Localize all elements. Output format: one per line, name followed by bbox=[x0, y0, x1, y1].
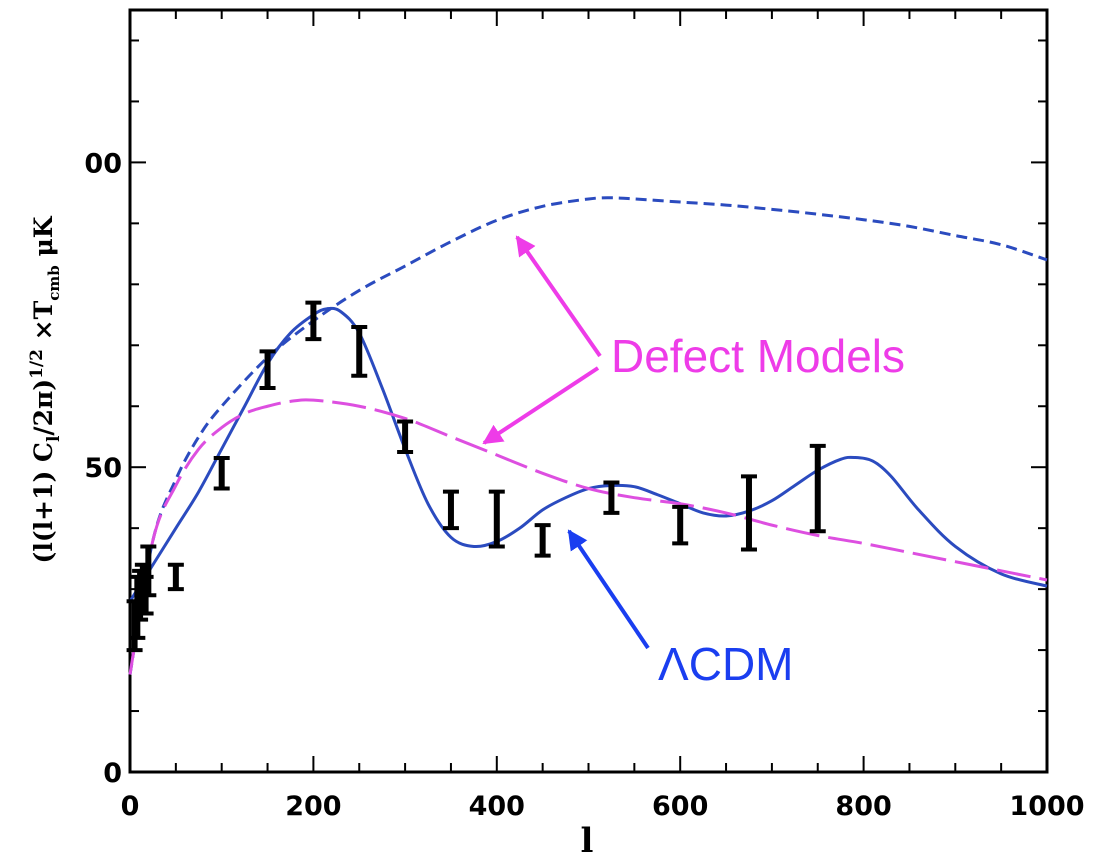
y-axis-title: (l(l+1) Cl/2π)1/2 ×Tcmb μK bbox=[27, 215, 64, 563]
error-bar bbox=[809, 443, 826, 534]
x-tick-label: 800 bbox=[835, 791, 891, 822]
defect-arrow-upper bbox=[515, 235, 602, 358]
error-bar bbox=[397, 419, 414, 454]
series-line-defect_lower bbox=[128, 398, 1048, 675]
y-tick-labels: 0 50 00 bbox=[84, 148, 122, 789]
error-bar bbox=[672, 504, 689, 546]
error-bar bbox=[167, 562, 184, 592]
plot-frame bbox=[128, 8, 1049, 774]
y-tick-label: 50 bbox=[84, 453, 122, 484]
error-bar bbox=[351, 324, 368, 378]
x-tick-label: 200 bbox=[285, 791, 341, 822]
error-bar bbox=[213, 456, 230, 491]
error-bar bbox=[442, 489, 459, 531]
annotation-lcdm: ΛCDM bbox=[658, 638, 793, 690]
error-bar bbox=[488, 489, 505, 549]
series-lines bbox=[128, 196, 1048, 675]
lcdm-arrow bbox=[567, 529, 650, 650]
y-tick-label: 00 bbox=[84, 148, 122, 179]
series-line-defect_upper bbox=[128, 196, 1048, 675]
x-tick-label: 600 bbox=[652, 791, 708, 822]
x-tick-label: 0 bbox=[121, 791, 140, 822]
annotation-defect-models: Defect Models bbox=[611, 330, 905, 382]
error-bar bbox=[259, 349, 276, 390]
error-bar bbox=[534, 523, 551, 558]
y-tick-label: 0 bbox=[103, 758, 122, 789]
x-axis-title: l bbox=[581, 821, 594, 858]
error-bar bbox=[603, 480, 620, 515]
series-line-lcdm bbox=[128, 306, 1048, 603]
x-tick-label: 400 bbox=[469, 791, 525, 822]
x-tick-label: 1000 bbox=[1009, 791, 1084, 822]
x-tick-labels: 0 200 400 600 800 1000 bbox=[121, 791, 1085, 822]
error-bar bbox=[140, 544, 157, 598]
error-bar bbox=[740, 474, 757, 552]
error-bar bbox=[305, 300, 322, 342]
error-bars bbox=[126, 300, 826, 653]
axis-ticks bbox=[129, 10, 1048, 773]
defect-arrow-lower bbox=[482, 366, 600, 445]
